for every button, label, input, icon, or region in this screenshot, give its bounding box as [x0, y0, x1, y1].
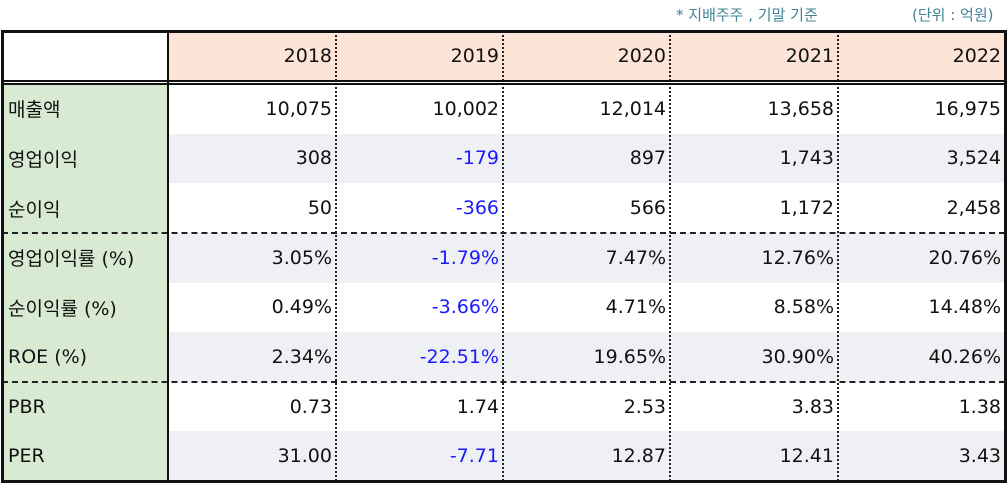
row-label-bg [2, 232, 168, 283]
unit-note: (단위 : 억원) [912, 6, 994, 24]
row-label: ROE (%) [8, 345, 88, 368]
row-label: 영업이익 [8, 148, 78, 171]
cell-value: 30.90% [761, 345, 834, 368]
cell-value: 7.47% [605, 246, 666, 269]
cell-value: 10,075 [265, 97, 332, 120]
cell-value: 3.83 [791, 395, 834, 418]
cell-value: 1,172 [779, 197, 834, 220]
cell-value: 897 [629, 147, 666, 170]
row-label: PER [8, 445, 45, 468]
label-divider [167, 31, 169, 481]
cell-value: 0.73 [289, 395, 332, 418]
cell-value: 1.74 [456, 395, 499, 418]
column-divider [335, 31, 337, 481]
row-bg [168, 431, 1005, 481]
row-label: 매출액 [8, 99, 61, 122]
cell-value: 8.58% [773, 296, 834, 319]
cell-value: 31.00 [277, 445, 332, 468]
row-label-bg [2, 282, 168, 333]
cell-value: 2.53 [623, 395, 666, 418]
cell-value: 4.71% [605, 296, 666, 319]
cell-value: 3.05% [271, 246, 332, 269]
cell-value: -366 [455, 197, 499, 220]
cell-value: 308 [295, 147, 332, 170]
cell-value: -1.79% [431, 246, 499, 269]
column-divider [669, 31, 671, 481]
cell-value: 12.76% [761, 246, 834, 269]
cell-value: 2,458 [946, 197, 1001, 220]
cell-value: -7.71 [449, 445, 499, 468]
row-label-bg [2, 84, 168, 134]
row-label-bg [2, 381, 168, 432]
cell-value: 0.49% [271, 296, 332, 319]
row-label-bg [2, 183, 168, 233]
cell-value: -22.51% [419, 345, 499, 368]
cell-value: 16,975 [934, 97, 1001, 120]
cell-value: 50 [307, 197, 332, 220]
column-header: 2018 [283, 45, 332, 67]
column-header: 2020 [617, 45, 666, 67]
cell-value: 20.76% [928, 246, 1001, 269]
row-label-bg [2, 133, 168, 184]
column-divider [837, 31, 839, 481]
cell-value: 3.43 [958, 445, 1001, 468]
cell-value: 3,524 [946, 147, 1001, 170]
cell-value: 12,014 [599, 97, 666, 120]
cell-value: 19.65% [593, 345, 666, 368]
row-label: 순이익 [8, 198, 61, 221]
cell-value: 12.87 [611, 445, 666, 468]
row-bg [168, 232, 1005, 283]
row-label: 영업이익률 (%) [8, 248, 135, 271]
note: * 지배주주 , 기말 기준 [676, 6, 818, 24]
row-label-bg [2, 332, 168, 382]
header-divider [2, 80, 1005, 85]
cell-value: 1,743 [779, 147, 834, 170]
header-bg [168, 31, 1005, 81]
cell-value: 566 [629, 197, 666, 220]
row-bg [168, 332, 1005, 382]
table-border [1, 30, 1007, 483]
cell-value: 10,002 [432, 97, 499, 120]
column-header: 2019 [450, 45, 499, 67]
cell-value: 40.26% [928, 345, 1001, 368]
column-header: 2021 [785, 45, 834, 67]
row-bg [168, 133, 1005, 184]
cell-value: 14.48% [928, 296, 1001, 319]
cell-value: -179 [455, 147, 499, 170]
row-label: 순이익률 (%) [8, 297, 117, 320]
cell-value: -3.66% [431, 296, 499, 319]
cell-value: 1.38 [958, 395, 1001, 418]
column-divider [502, 31, 504, 481]
cell-value: 13,658 [767, 97, 834, 120]
row-label: PBR [8, 395, 46, 418]
cell-value: 12.41 [779, 445, 834, 468]
column-header: 2022 [952, 45, 1001, 67]
row-label-bg [2, 431, 168, 481]
cell-value: 2.34% [271, 345, 332, 368]
